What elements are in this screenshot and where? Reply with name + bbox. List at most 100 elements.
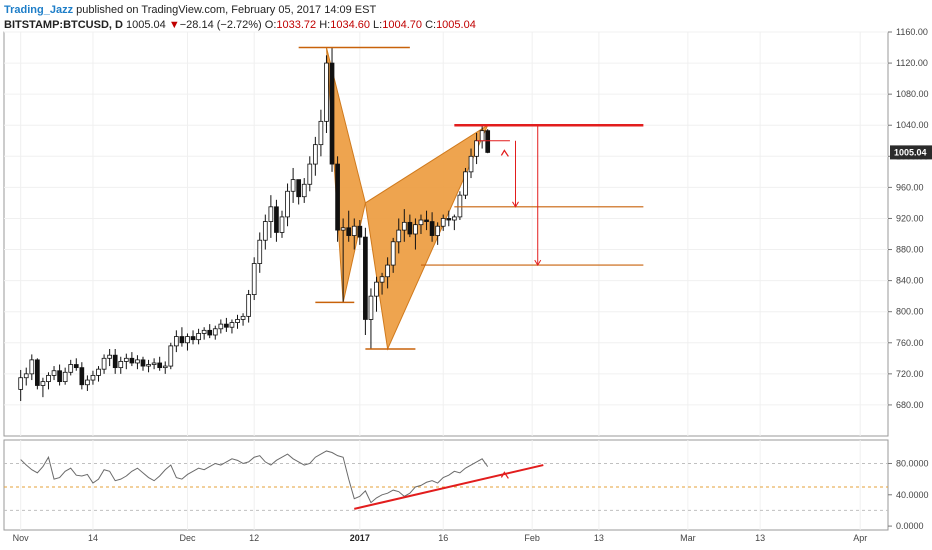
candle-up xyxy=(451,216,457,221)
price-gridlines xyxy=(4,31,888,530)
candle-up xyxy=(96,368,101,376)
candle-up xyxy=(118,361,124,369)
candle-up xyxy=(290,179,296,192)
candle-down xyxy=(346,227,352,236)
target-arrow-1-head xyxy=(512,201,519,208)
price-tick-label: 1040.00 xyxy=(896,120,929,130)
time-tick-label: Apr xyxy=(853,533,867,543)
price-tick-label: 960.00 xyxy=(896,182,924,192)
candle-up xyxy=(135,359,140,364)
candle-down xyxy=(79,367,85,386)
candle-up xyxy=(218,323,224,330)
time-tick-label: Feb xyxy=(524,533,540,543)
candle-down xyxy=(57,370,62,383)
time-tick-label: 13 xyxy=(594,533,604,543)
candle-up xyxy=(201,329,207,334)
candle-down xyxy=(446,218,452,221)
candle-down xyxy=(485,130,491,153)
candle-up xyxy=(396,229,402,243)
candle-up xyxy=(40,381,46,386)
candle-up xyxy=(90,374,96,381)
symbol-label: BITSTAMP:BTCUSD, D xyxy=(4,19,123,31)
candle-down xyxy=(357,225,363,238)
candle-up xyxy=(174,336,179,347)
time-tick-label: 14 xyxy=(88,533,98,543)
candle-up xyxy=(435,225,441,236)
candle-up xyxy=(162,365,168,369)
price-tick-label: 920.00 xyxy=(896,213,924,223)
header-line-1: Trading_Jazz published on TradingView.co… xyxy=(4,3,476,18)
rsi-pane: 80.0000 40.0000 0.0000 xyxy=(4,450,929,531)
candle-up xyxy=(351,225,357,236)
candle-down xyxy=(296,179,302,198)
rsi-tick-label: 0.0000 xyxy=(896,521,924,531)
pattern-triangle-xab[interactable] xyxy=(325,47,366,303)
candle-up xyxy=(301,183,307,198)
candle-down xyxy=(407,221,413,235)
high-value: 1034.60 xyxy=(330,19,370,31)
rsi-line xyxy=(20,450,489,504)
candle-down xyxy=(157,362,163,369)
price-tick-label: 760.00 xyxy=(896,338,924,348)
candle-down xyxy=(73,364,79,369)
price-tick-label: 840.00 xyxy=(896,276,924,286)
candle-down xyxy=(363,236,368,320)
candle-up xyxy=(107,354,112,359)
candle-up xyxy=(85,379,90,386)
candlesticks xyxy=(18,47,491,402)
candle-up xyxy=(23,373,29,379)
low-value: 1004.70 xyxy=(382,19,422,31)
candle-up xyxy=(285,190,290,218)
candle-down xyxy=(429,221,435,236)
candle-up xyxy=(262,221,268,241)
chart-header: Trading_Jazz published on TradingView.co… xyxy=(4,3,476,33)
candle-up xyxy=(168,345,174,367)
open-label: O: xyxy=(264,19,277,31)
candle-up xyxy=(101,357,107,370)
candle-down xyxy=(35,359,40,386)
candle-up xyxy=(474,140,479,157)
candle-up xyxy=(51,370,57,376)
time-axis[interactable]: Nov 14 Dec 12 2017 16 Feb 13 Mar 13 Apr xyxy=(13,533,868,543)
candle-down xyxy=(224,323,229,328)
candle-up xyxy=(413,224,418,235)
harmonic-pattern[interactable] xyxy=(325,47,489,351)
author-link[interactable]: Trading_Jazz xyxy=(4,4,74,16)
price-tick-label: 800.00 xyxy=(896,307,924,317)
candle-up xyxy=(18,377,24,390)
candle-down xyxy=(207,329,213,336)
candle-up xyxy=(374,281,379,297)
candle-down xyxy=(112,354,118,369)
target-arrow-2-head xyxy=(534,259,542,267)
change-down-icon: ▼ xyxy=(168,19,180,31)
candle-down xyxy=(140,359,146,367)
candle-up xyxy=(212,328,218,336)
time-tick-label: 13 xyxy=(755,533,765,543)
price-tick-label: 680.00 xyxy=(896,400,924,410)
horizontal-levels[interactable] xyxy=(298,46,644,350)
candle-up xyxy=(463,171,468,196)
price-axis[interactable]: 1160.001120.001080.001040.001000.00960.0… xyxy=(888,27,932,410)
candle-up xyxy=(479,130,485,142)
candle-up xyxy=(151,362,157,365)
time-tick-label: 12 xyxy=(249,533,259,543)
rsi-caret-icon xyxy=(500,471,509,479)
rsi-tick-label: 40.0000 xyxy=(896,490,929,500)
candle-up xyxy=(251,263,257,295)
header-line-2: BITSTAMP:BTCUSD, D 1005.04 ▼−28.14 (−2.7… xyxy=(4,18,476,33)
reversal-caret-icon xyxy=(500,149,509,157)
price-tick-label: 720.00 xyxy=(896,369,924,379)
close-value: 1005.04 xyxy=(436,19,476,31)
candle-up xyxy=(29,359,35,375)
open-value: 1033.72 xyxy=(276,19,317,31)
published-text: published on TradingView.com, February 0… xyxy=(76,4,377,16)
price-tick-label: 1120.00 xyxy=(896,58,928,68)
candle-up xyxy=(307,163,313,185)
candle-down xyxy=(129,357,135,364)
candle-up xyxy=(324,62,329,122)
time-tick-label: 2017 xyxy=(350,533,370,543)
candle-up xyxy=(123,357,129,362)
rsi-trendline[interactable] xyxy=(354,464,544,510)
candle-up xyxy=(68,364,74,373)
